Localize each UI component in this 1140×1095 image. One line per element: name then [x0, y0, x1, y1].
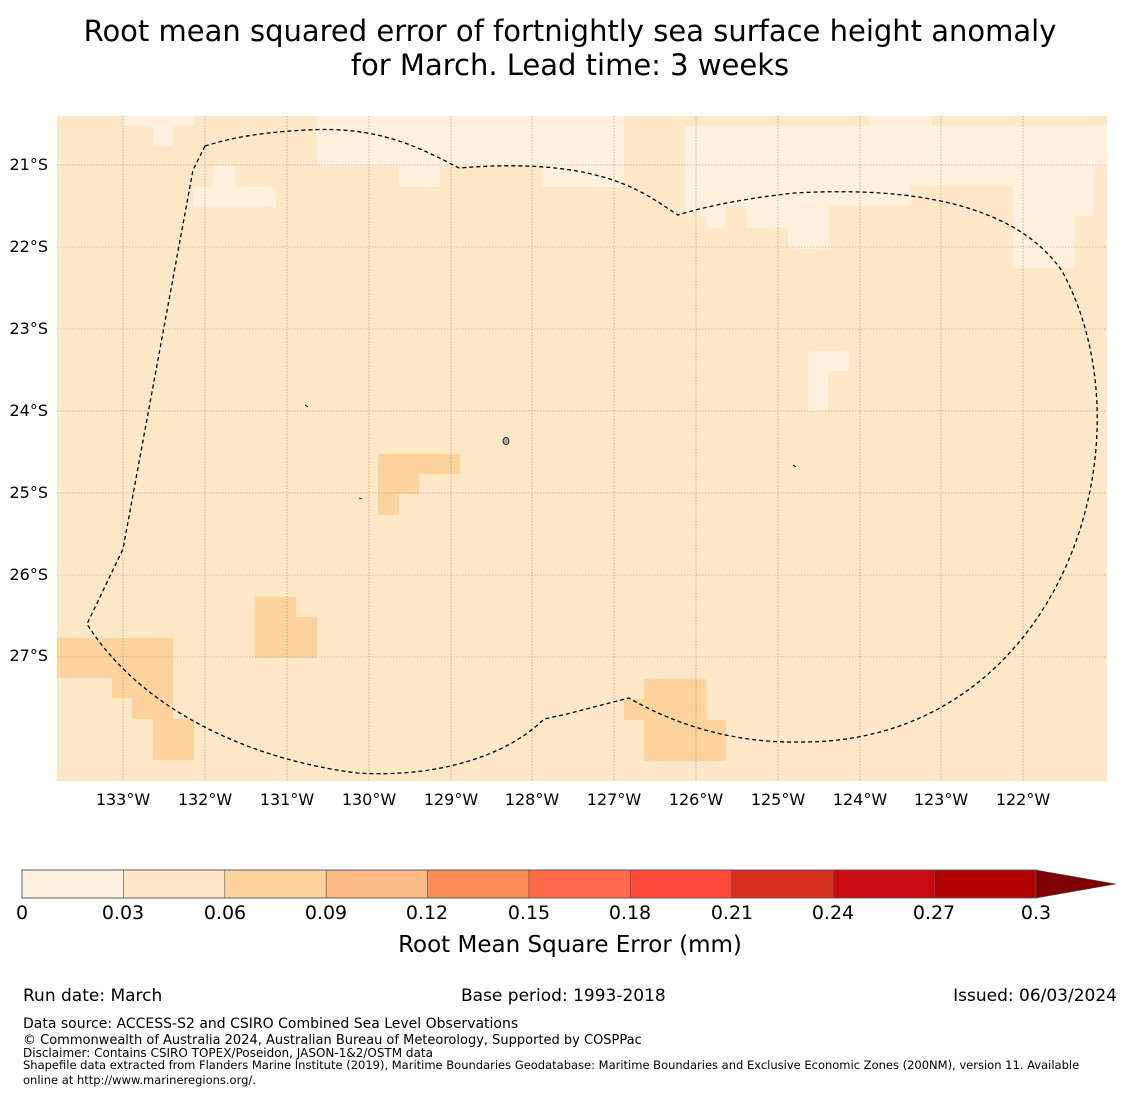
issued-date: Issued: 06/03/2024	[953, 986, 1117, 1006]
colorbar-segment	[934, 869, 1037, 899]
lon-label-133w: 133°W	[95, 790, 151, 809]
lat-label-27s: 27°S	[9, 646, 48, 665]
base-period: Base period: 1993-2018	[461, 986, 666, 1006]
cbar-tick-8: 0.24	[811, 902, 855, 924]
rmse-map	[57, 116, 1107, 781]
colorbar-segment	[123, 869, 226, 899]
colorbar-extend-arrow	[1035, 869, 1117, 899]
title-line-2: for March. Lead time: 3 weeks	[350, 48, 790, 82]
shapefile-credit-line-2: online at http://www.marineregions.org/.	[23, 1073, 256, 1087]
lon-label-130w: 130°W	[341, 790, 397, 809]
chart-title: Root mean squared error of fortnightly s…	[0, 14, 1140, 82]
colorbar-segment	[832, 869, 935, 899]
gridlines	[57, 116, 1107, 781]
island-henderson	[358, 497, 363, 500]
cbar-tick-7: 0.21	[710, 902, 754, 924]
cbar-tick-1: 0.03	[101, 902, 145, 924]
colorbar-segment	[21, 869, 124, 899]
lat-label-26s: 26°S	[9, 565, 48, 584]
lon-label-131w: 131°W	[259, 790, 315, 809]
lat-label-21s: 21°S	[9, 155, 48, 174]
colorbar-label: Root Mean Square Error (mm)	[398, 932, 742, 958]
lon-label-129w: 129°W	[423, 790, 479, 809]
low-error-cells	[123, 116, 1107, 411]
lat-label-22s: 22°S	[9, 237, 48, 256]
shapefile-credit-line-1: Shapefile data extracted from Flanders M…	[23, 1058, 1080, 1072]
colorbar-segment	[224, 869, 327, 899]
colorbar-segment	[731, 869, 834, 899]
cbar-tick-2: 0.06	[203, 902, 247, 924]
cbar-tick-4: 0.12	[405, 902, 449, 924]
mid-cells	[624, 116, 1107, 268]
lon-label-128w: 128°W	[504, 790, 560, 809]
disclaimer: Disclaimer: Contains CSIRO TOPEX/Poseido…	[23, 1046, 433, 1060]
cbar-tick-9: 0.27	[912, 902, 956, 924]
copyright: © Commonwealth of Australia 2024, Austra…	[23, 1033, 642, 1048]
data-source: Data source: ACCESS-S2 and CSIRO Combine…	[23, 1016, 519, 1032]
cbar-tick-3: 0.09	[304, 902, 348, 924]
run-date: Run date: March	[23, 986, 163, 1006]
lat-label-23s: 23°S	[9, 319, 48, 338]
lon-label-125w: 125°W	[750, 790, 806, 809]
cbar-tick-5: 0.15	[507, 902, 551, 924]
lon-label-132w: 132°W	[177, 790, 233, 809]
high-error-cells	[57, 454, 726, 761]
lon-label-122w: 122°W	[995, 790, 1051, 809]
lon-label-124w: 124°W	[832, 790, 888, 809]
lat-label-25s: 25°S	[9, 483, 48, 502]
lon-label-126w: 126°W	[668, 790, 724, 809]
cbar-tick-10: 0.3	[1020, 902, 1052, 924]
colorbar-outline	[21, 869, 1037, 899]
eez-boundary	[86, 128, 1098, 775]
island-oeno	[304, 404, 309, 408]
colorbar-segment	[325, 869, 428, 899]
lon-label-123w: 123°W	[913, 790, 969, 809]
colorbar-segment	[528, 869, 631, 899]
colorbar	[21, 869, 1117, 899]
island-pitcairn	[502, 437, 510, 445]
colorbar-segment	[427, 869, 530, 899]
colorbar-segment	[630, 869, 733, 899]
lat-label-24s: 24°S	[9, 401, 48, 420]
title-line-1: Root mean squared error of fortnightly s…	[83, 14, 1057, 48]
island-ducie	[792, 464, 797, 468]
cbar-tick-6: 0.18	[608, 902, 652, 924]
islands	[304, 404, 797, 500]
cbar-tick-0: 0	[15, 902, 29, 924]
colorbar-segments	[21, 869, 1037, 899]
lon-label-127w: 127°W	[586, 790, 642, 809]
